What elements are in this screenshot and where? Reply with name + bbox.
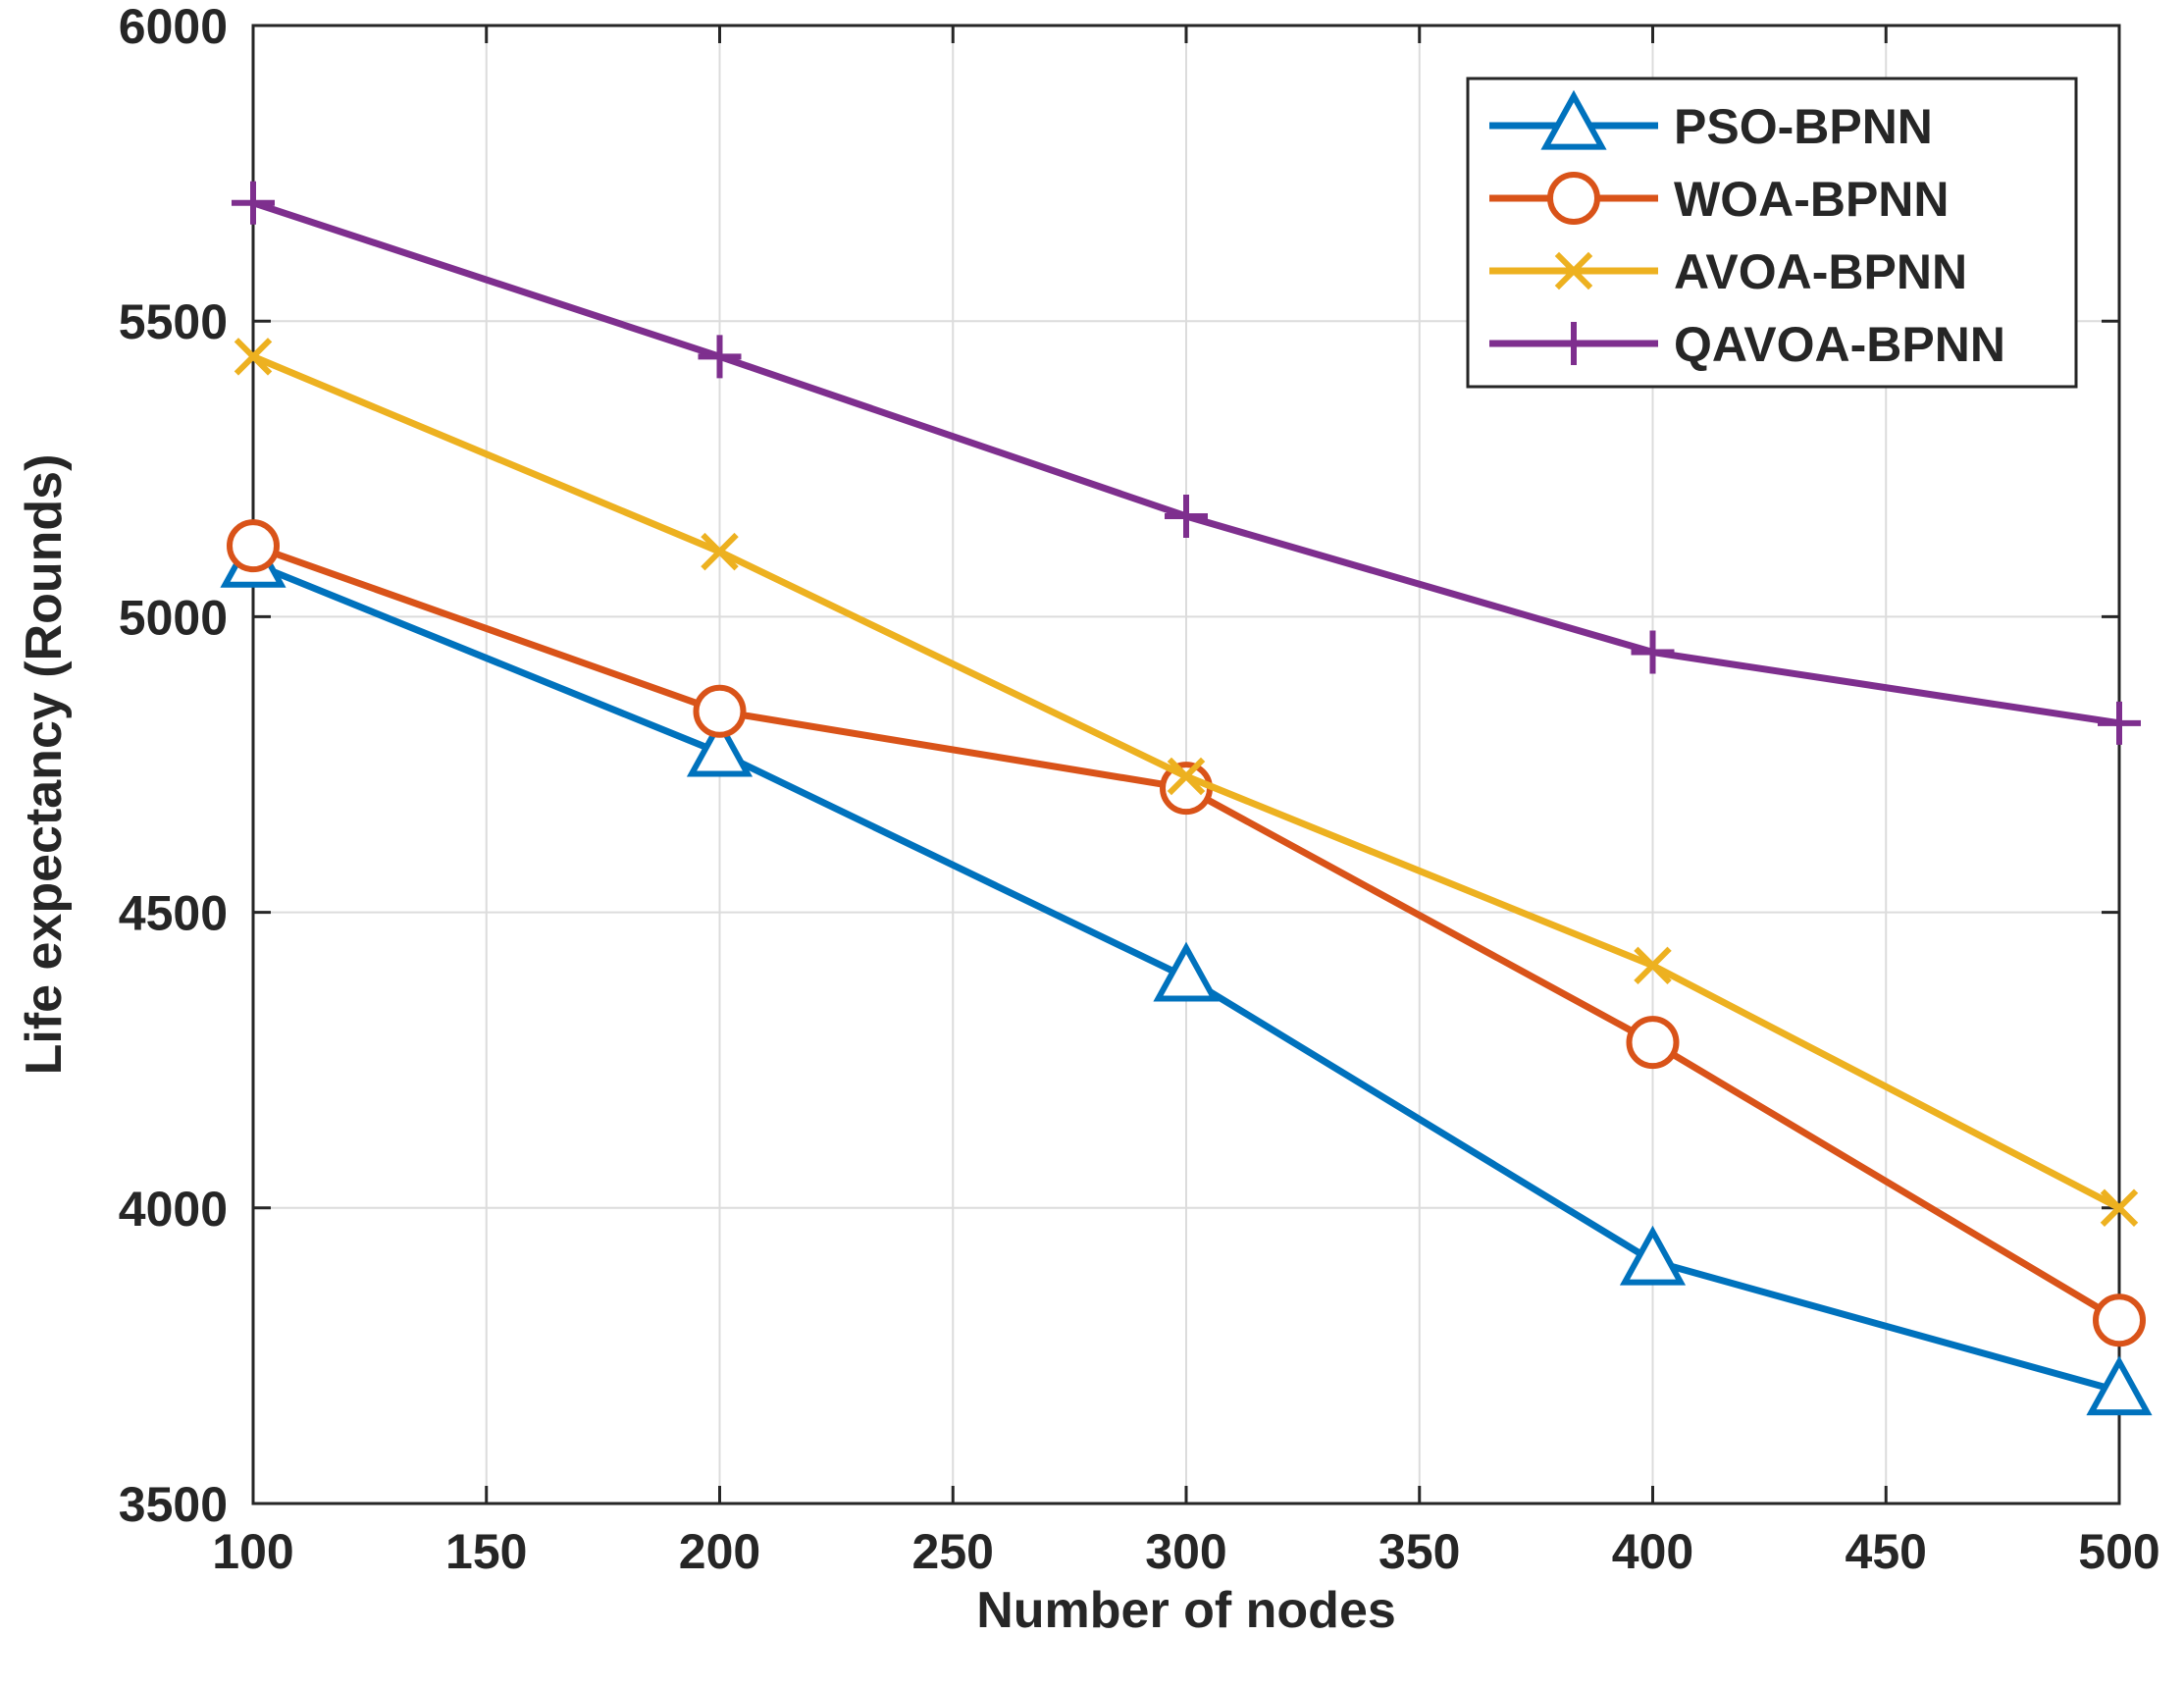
data-point-woa-bpnn bbox=[693, 684, 747, 738]
tick-layer: 100 150 200 250 300 350 400 450 500 3500 4000 4500 5… bbox=[119, 0, 2160, 1579]
legend-label-pso-bpnn: PSO-BPNN bbox=[1674, 99, 1933, 154]
legend-marker-avoa-bpnn bbox=[1554, 251, 1593, 290]
y-tick-label: 4500 bbox=[119, 886, 228, 941]
series-avoa-bpnn bbox=[234, 338, 2139, 1228]
y-tick-label: 3500 bbox=[119, 1477, 228, 1532]
data-point-avoa-bpnn bbox=[701, 532, 739, 571]
series-qavoa-bpnn bbox=[232, 181, 2141, 745]
data-point-woa-bpnn bbox=[2093, 1293, 2146, 1347]
x-tick-label: 150 bbox=[445, 1524, 527, 1579]
legend-marker-pso-bpnn bbox=[1540, 89, 1607, 150]
data-point-pso-bpnn bbox=[2086, 1355, 2153, 1416]
x-tick-label: 100 bbox=[212, 1524, 293, 1579]
legend-item-woa-bpnn: WOA-BPNN bbox=[1489, 172, 1950, 227]
data-point-pso-bpnn bbox=[1153, 941, 1220, 1002]
legend-label-woa-bpnn: WOA-BPNN bbox=[1674, 172, 1950, 227]
x-tick-label: 200 bbox=[679, 1524, 760, 1579]
y-tick-label: 6000 bbox=[119, 0, 228, 54]
data-point-pso-bpnn bbox=[686, 716, 754, 777]
x-tick-label: 350 bbox=[1378, 1524, 1460, 1579]
y-tick-label: 4000 bbox=[119, 1182, 228, 1237]
x-tick-label: 300 bbox=[1145, 1524, 1226, 1579]
legend-item-avoa-bpnn: AVOA-BPNN bbox=[1489, 244, 1967, 299]
data-point-qavoa-bpnn bbox=[232, 181, 275, 225]
data-point-qavoa-bpnn bbox=[698, 335, 742, 379]
series-woa-bpnn bbox=[227, 519, 2146, 1347]
legend-item-qavoa-bpnn: QAVOA-BPNN bbox=[1489, 317, 2005, 372]
legend-marker-woa-bpnn bbox=[1547, 172, 1600, 225]
x-axis-label: Number of nodes bbox=[976, 1582, 1396, 1639]
data-point-pso-bpnn bbox=[1619, 1225, 1687, 1286]
data-point-avoa-bpnn bbox=[1634, 946, 1672, 985]
legend-label-avoa-bpnn: AVOA-BPNN bbox=[1674, 244, 1967, 299]
series-layer bbox=[220, 181, 2153, 1416]
y-tick-label: 5000 bbox=[119, 590, 228, 645]
x-tick-label: 500 bbox=[2078, 1524, 2159, 1579]
data-point-qavoa-bpnn bbox=[1165, 494, 1208, 538]
legend-marker-qavoa-bpnn bbox=[1552, 322, 1595, 365]
data-point-avoa-bpnn bbox=[1167, 757, 1206, 796]
legend-label-qavoa-bpnn: QAVOA-BPNN bbox=[1674, 317, 2005, 372]
y-axis-label: Life expectancy (Rounds) bbox=[16, 454, 73, 1076]
legend-item-pso-bpnn: PSO-BPNN bbox=[1489, 89, 1933, 154]
data-point-qavoa-bpnn bbox=[1631, 630, 1675, 674]
y-tick-label: 5500 bbox=[119, 294, 228, 349]
data-point-woa-bpnn bbox=[227, 519, 280, 573]
x-tick-label: 450 bbox=[1846, 1524, 1927, 1579]
x-tick-label: 250 bbox=[912, 1524, 994, 1579]
x-tick-label: 400 bbox=[1612, 1524, 1693, 1579]
data-point-avoa-bpnn bbox=[2100, 1188, 2139, 1228]
data-point-woa-bpnn bbox=[1626, 1016, 1680, 1070]
data-point-qavoa-bpnn bbox=[2098, 701, 2141, 745]
data-point-avoa-bpnn bbox=[234, 338, 273, 376]
legend: PSO-BPNN WOA-BPNN AVOA-BPNN QAVOA-BPNN bbox=[1466, 77, 2078, 389]
